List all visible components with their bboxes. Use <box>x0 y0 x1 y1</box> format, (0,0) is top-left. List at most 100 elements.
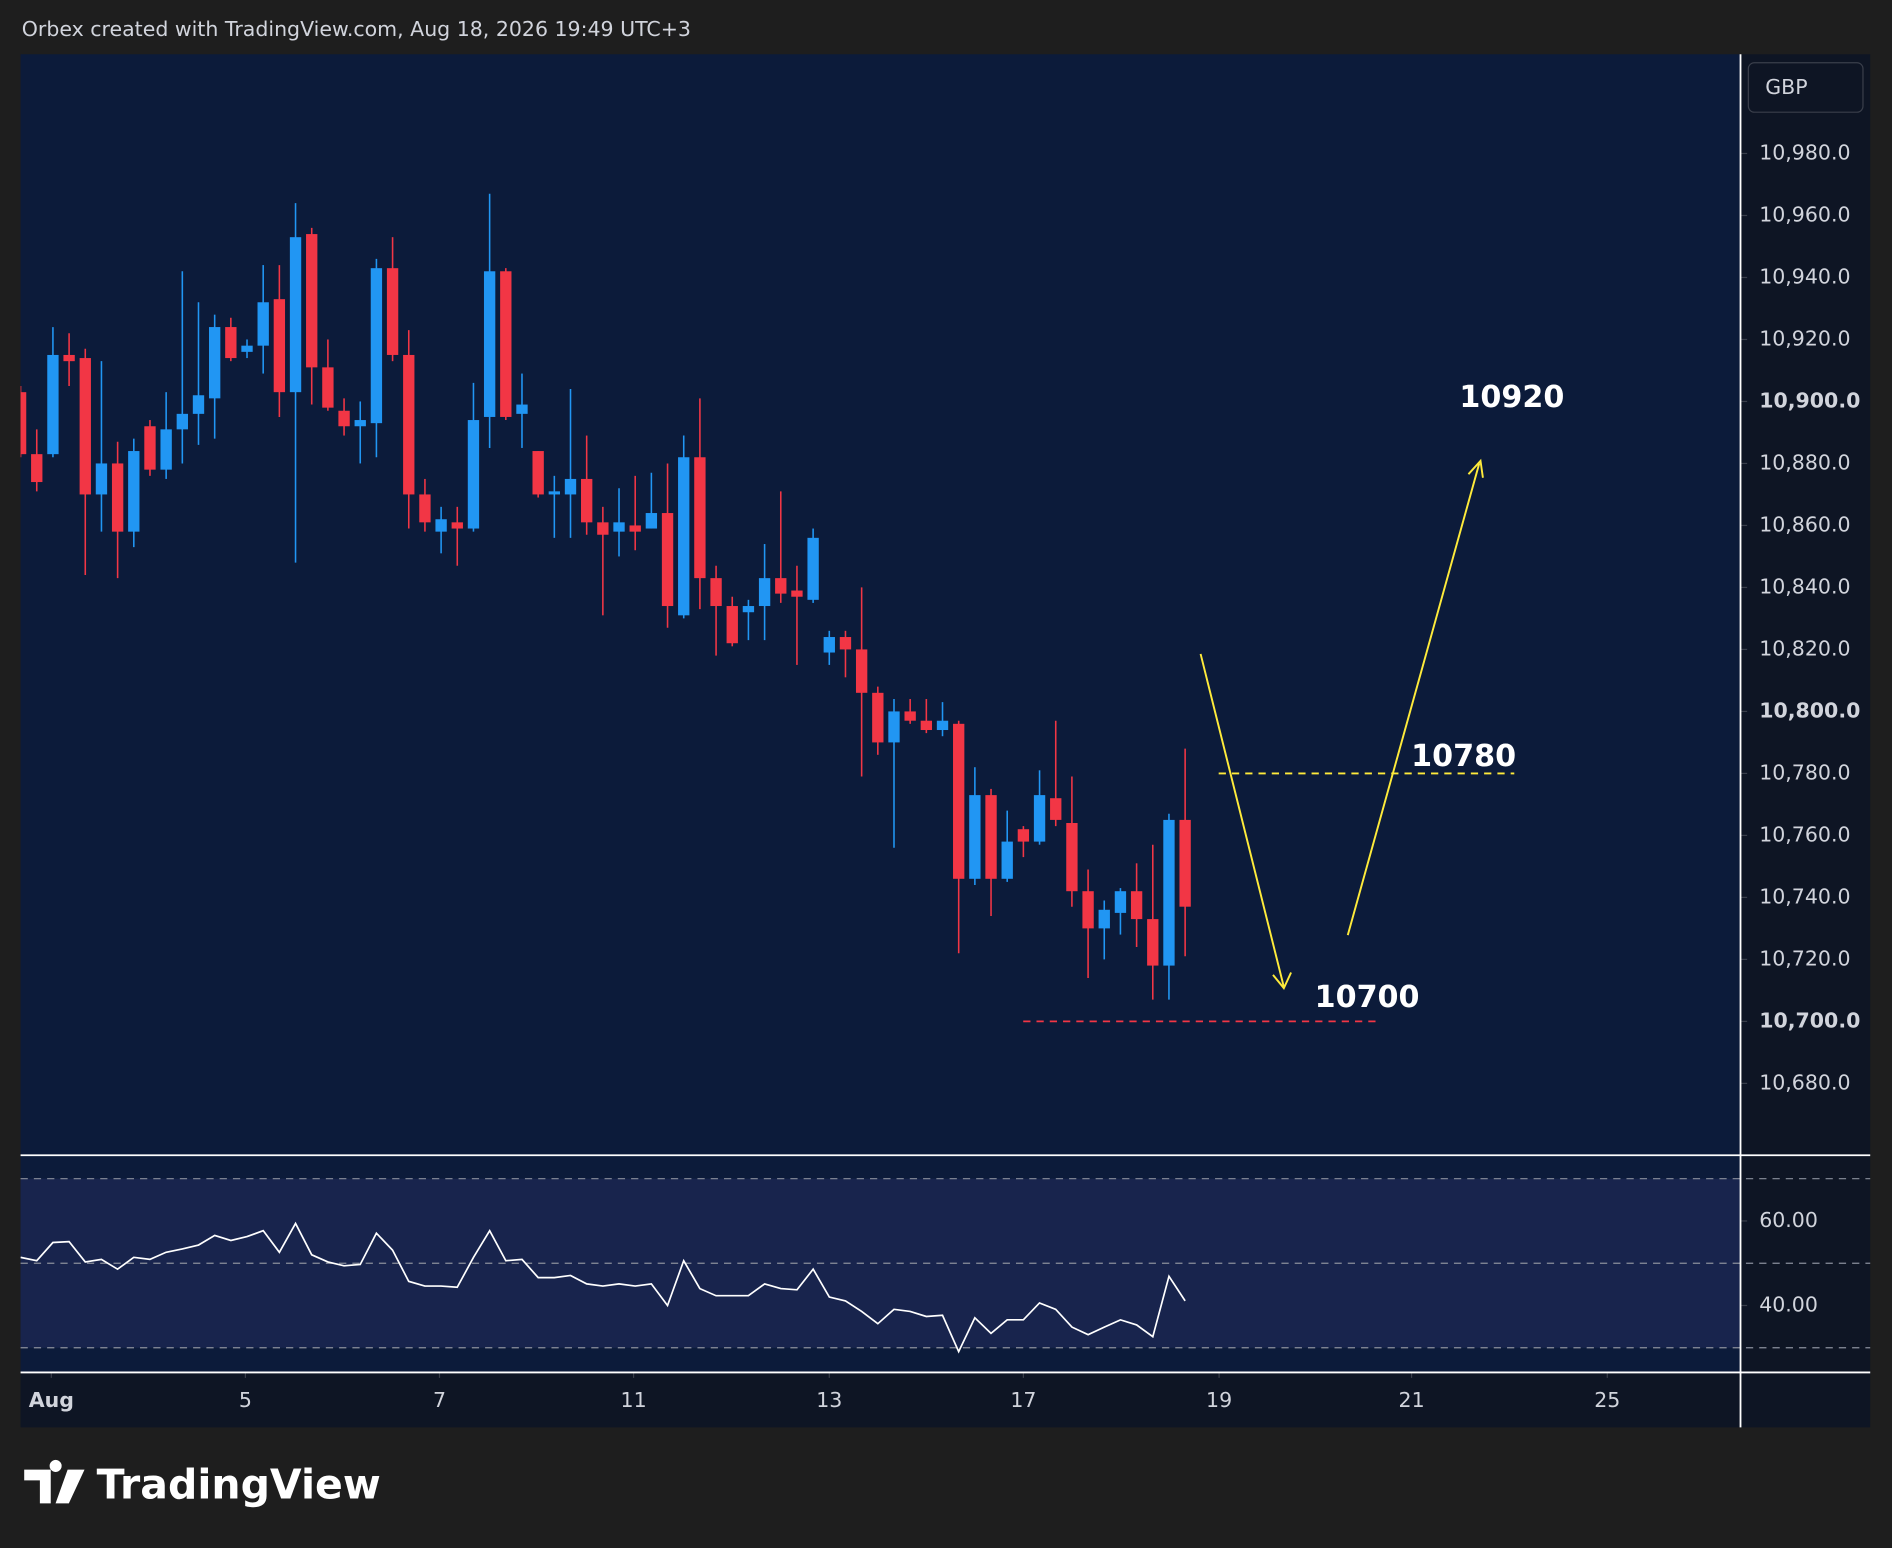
candle-body <box>500 271 512 417</box>
candles <box>20 193 1515 1023</box>
candle-body <box>386 268 399 355</box>
price-axis <box>1741 54 1871 1428</box>
y-tick-label: 10,860.0 <box>1759 512 1850 536</box>
candle-body <box>63 354 75 362</box>
candle-body <box>645 513 658 529</box>
x-tick-label: 19 <box>1206 1388 1232 1412</box>
candle-body <box>338 410 350 427</box>
rsi-band <box>20 1178 1740 1348</box>
candle-body <box>807 537 819 600</box>
candle-body <box>1050 798 1062 820</box>
candle-body <box>532 451 544 495</box>
candle-body <box>1163 819 1175 966</box>
candle-body <box>1130 891 1143 920</box>
candle-body <box>47 354 59 455</box>
candle-body <box>839 637 852 650</box>
candle-body <box>920 720 933 731</box>
logo-icon <box>24 1459 85 1504</box>
y-tick-label: 10,720.0 <box>1759 946 1850 970</box>
candle-body <box>31 454 43 483</box>
arrow-head <box>1272 972 1292 990</box>
candle-body <box>710 578 722 607</box>
candle-body <box>176 413 188 430</box>
brand-logo: TradingView <box>24 1459 381 1509</box>
candle-body <box>904 711 916 721</box>
candle-body <box>791 590 803 597</box>
candle-body <box>823 637 835 653</box>
candle-body <box>403 354 415 495</box>
candle-body <box>1066 823 1078 892</box>
candle-body <box>483 271 496 417</box>
candle-body <box>144 426 156 470</box>
projection-arrows <box>1199 458 1484 990</box>
x-tick-label: 13 <box>816 1388 842 1412</box>
x-tick-label: 17 <box>1010 1388 1036 1412</box>
candle-body <box>985 795 997 879</box>
candle-body <box>435 519 447 532</box>
candle-body <box>613 522 625 532</box>
candle-body <box>160 429 172 470</box>
candle-body <box>128 451 140 532</box>
y-tick-label: 10,900.0 <box>1759 388 1860 412</box>
currency-box[interactable] <box>1747 62 1864 113</box>
rsi <box>20 1221 1186 1354</box>
annotation-label: 10920 <box>1459 380 1564 415</box>
candle-body <box>257 302 269 346</box>
currency: GBP <box>1765 75 1807 99</box>
candle-body <box>694 457 706 579</box>
y-tick-label: 10,980.0 <box>1759 140 1850 164</box>
candle-body <box>1033 795 1046 842</box>
candle-body <box>79 358 91 495</box>
candle-body <box>289 237 302 393</box>
x-tick-label: Aug <box>29 1388 74 1412</box>
rsi-line <box>20 1221 1186 1354</box>
y-tick-label: 10,880.0 <box>1759 450 1850 474</box>
candle-body <box>969 795 981 879</box>
candle-body <box>273 299 286 393</box>
candle-body <box>661 513 674 607</box>
candle-body <box>322 367 334 408</box>
y-tick-label: 10,700.0 <box>1759 1008 1860 1032</box>
x-tick-label: 5 <box>239 1388 252 1412</box>
y-tick-label: 60.00 <box>1759 1208 1818 1232</box>
candle-body <box>581 478 593 523</box>
x-tick-label: 7 <box>433 1388 446 1412</box>
candle-body <box>225 327 237 359</box>
x-tick-label: 21 <box>1399 1388 1425 1412</box>
candle-body <box>20 392 27 455</box>
candle-body <box>451 522 463 529</box>
candle-body <box>548 491 561 495</box>
candle-body <box>370 268 383 424</box>
arrow-head <box>1467 458 1484 478</box>
candle-body <box>354 420 366 427</box>
candle-body <box>241 345 253 352</box>
y-tick-label: 10,680.0 <box>1759 1070 1850 1094</box>
arrow-up <box>1346 463 1481 936</box>
candle-body <box>742 606 755 613</box>
candle-body <box>564 478 577 495</box>
annotation-label: 10780 <box>1411 739 1516 774</box>
candle-body <box>192 395 205 414</box>
annotation-label: 10700 <box>1315 980 1420 1015</box>
candle-body <box>111 463 124 532</box>
candle-body <box>678 457 690 616</box>
candle-body <box>953 723 965 879</box>
candle-body <box>936 720 949 731</box>
rsi-band-group <box>20 1178 1871 1349</box>
candle-body <box>629 525 641 532</box>
y-tick-label: 40.00 <box>1759 1292 1818 1316</box>
y-tick-label: 10,740.0 <box>1759 884 1850 908</box>
header: Orbex created with TradingView.com, Aug … <box>22 17 691 41</box>
candle-body <box>775 578 787 594</box>
y-tick-label: 10,940.0 <box>1759 264 1850 288</box>
time-axis <box>20 1373 1740 1428</box>
candle-body <box>1017 829 1030 842</box>
brand-name: TradingView <box>97 1461 381 1509</box>
candle-body <box>95 463 108 495</box>
price-pane <box>20 54 1740 1155</box>
candle-body <box>872 692 884 743</box>
y-tick-label: 10,840.0 <box>1759 574 1850 598</box>
candle-body <box>1098 909 1110 929</box>
candle-body <box>208 327 221 399</box>
